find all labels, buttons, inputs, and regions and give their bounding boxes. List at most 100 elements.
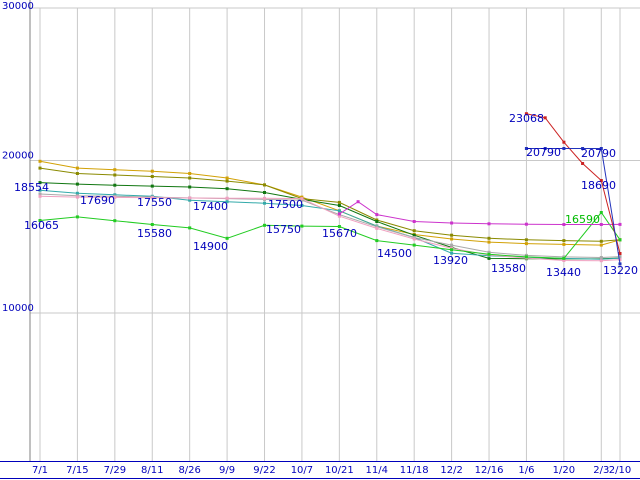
data-point-marker — [543, 116, 547, 120]
data-point-marker — [38, 181, 42, 185]
data-point-marker — [38, 219, 42, 222]
data-point-marker — [225, 179, 229, 183]
data-point-marker — [75, 172, 79, 175]
data-point-marker — [618, 262, 622, 266]
data-point-marker — [618, 252, 622, 255]
x-tick-label: 9/22 — [253, 465, 275, 476]
data-point-marker — [150, 184, 154, 188]
price-label: 17500 — [268, 198, 303, 211]
data-point-marker — [487, 256, 491, 260]
data-point-marker — [263, 223, 266, 227]
svg-text:10000: 10000 — [2, 303, 34, 314]
price-label: 23068 — [509, 112, 544, 125]
data-point-marker — [524, 238, 528, 242]
data-point-marker — [38, 159, 42, 163]
price-label: 15750 — [266, 223, 301, 236]
data-point-marker — [113, 195, 117, 199]
price-label: 20790 — [526, 146, 561, 159]
data-point-marker — [562, 242, 566, 246]
data-point-marker — [524, 147, 528, 150]
data-point-marker — [562, 147, 566, 150]
series-magenta — [337, 200, 622, 226]
price-label: 15670 — [322, 227, 357, 240]
data-point-marker — [450, 221, 454, 225]
data-point-marker — [150, 196, 154, 200]
data-point-marker — [599, 179, 603, 182]
data-point-marker — [524, 255, 528, 259]
price-label: 20790 — [581, 147, 616, 160]
data-point-marker — [75, 182, 79, 186]
data-point-marker — [38, 188, 42, 192]
price-label: 13220 — [603, 264, 638, 277]
price-label: 17400 — [193, 200, 228, 213]
series-green — [38, 211, 622, 260]
data-point-marker — [618, 222, 622, 226]
data-point-marker — [375, 225, 379, 229]
price-label: 14500 — [377, 247, 412, 260]
series-line — [526, 113, 621, 254]
data-point-marker — [188, 172, 192, 175]
price-label: 14900 — [193, 240, 228, 253]
data-point-marker — [524, 112, 528, 116]
data-point-marker — [300, 197, 304, 201]
data-point-marker — [618, 238, 622, 242]
data-point-marker — [188, 176, 192, 180]
x-tick-label: 12/2 — [440, 465, 462, 476]
data-point-marker — [375, 213, 379, 217]
data-point-marker — [113, 168, 117, 172]
data-point-marker — [75, 215, 79, 219]
data-point-marker — [263, 196, 266, 200]
price-label: 13440 — [546, 266, 581, 279]
data-point-marker — [487, 252, 491, 256]
x-tick-label: 1/6 — [518, 465, 534, 476]
data-point-marker — [524, 242, 528, 246]
data-point-marker — [75, 166, 79, 170]
data-point-marker — [487, 236, 491, 240]
data-point-marker — [337, 204, 341, 207]
price-label: 15580 — [137, 227, 172, 240]
data-point-marker — [412, 237, 416, 241]
data-point-marker — [38, 194, 42, 198]
x-tick-label: 10/21 — [325, 465, 354, 476]
x-tick-label: 2/3 — [593, 465, 609, 476]
data-point-marker — [150, 223, 154, 226]
data-point-marker — [263, 191, 266, 194]
data-point-marker — [225, 176, 229, 180]
data-point-marker — [562, 259, 566, 262]
data-point-marker — [450, 237, 454, 241]
data-point-marker — [263, 183, 266, 187]
data-point-marker — [300, 198, 304, 202]
data-point-marker — [599, 256, 603, 259]
x-tick-label: 11/18 — [400, 465, 429, 476]
price-label: 18690 — [581, 179, 616, 192]
data-point-marker — [412, 243, 416, 247]
data-point-marker — [375, 220, 379, 223]
data-point-marker — [487, 240, 491, 244]
data-point-marker — [225, 236, 229, 240]
data-point-marker — [188, 198, 192, 202]
data-point-marker — [225, 196, 229, 200]
data-point-marker — [524, 222, 528, 226]
data-point-marker — [188, 226, 192, 230]
x-tick-label: 2/10 — [609, 465, 631, 476]
data-point-marker — [113, 173, 117, 177]
data-point-marker — [113, 219, 117, 223]
x-tick-label: 11/4 — [366, 465, 388, 476]
x-tick-label: 10/7 — [291, 465, 313, 476]
data-point-marker — [487, 222, 491, 226]
data-point-marker — [188, 196, 192, 200]
data-point-marker — [225, 187, 229, 191]
x-tick-label: 7/29 — [104, 465, 126, 476]
x-tick-label: 7/15 — [66, 465, 88, 476]
series-blue — [524, 147, 622, 266]
x-tick-label: 8/26 — [178, 465, 200, 476]
data-point-marker — [599, 243, 603, 247]
series-line — [526, 148, 621, 264]
data-point-marker — [225, 200, 229, 204]
x-axis: 7/1 7/15 7/29 8/11 8/26 9/9 9/22 10/7 10/21 11/4 1… — [0, 461, 640, 479]
data-point-marker — [450, 243, 454, 247]
data-point-marker — [562, 223, 566, 226]
series-line — [339, 201, 621, 225]
